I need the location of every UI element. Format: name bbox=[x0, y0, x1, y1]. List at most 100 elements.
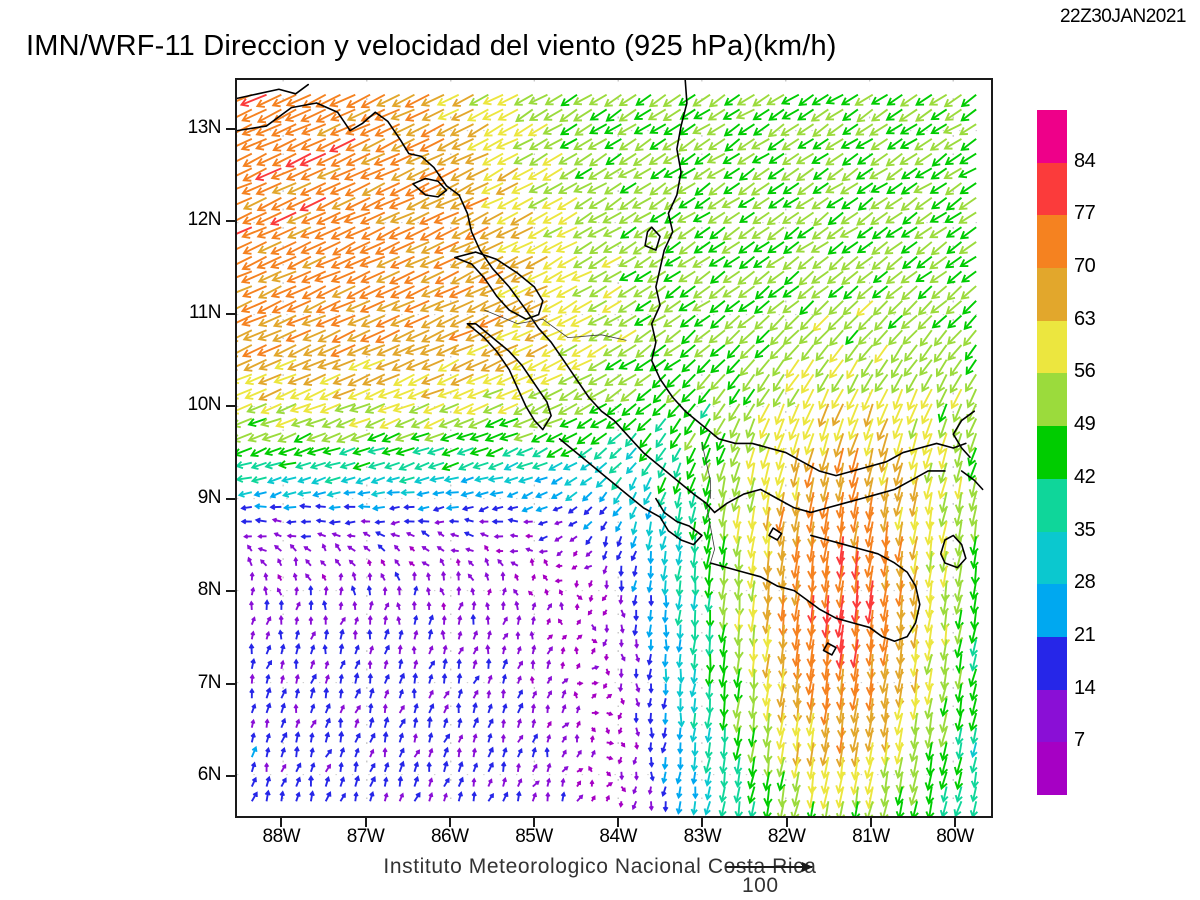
grid-dot bbox=[269, 130, 272, 132]
grid-dot bbox=[565, 498, 567, 500]
grid-dot bbox=[617, 300, 619, 303]
grid-dot bbox=[869, 80, 871, 82]
grid-dot bbox=[869, 779, 871, 781]
grid-dot bbox=[701, 613, 703, 615]
grid-dot bbox=[877, 314, 879, 316]
grid-dot bbox=[785, 172, 787, 174]
grid-dot bbox=[827, 682, 830, 684]
grid-dot bbox=[533, 374, 535, 376]
grid-dot bbox=[450, 742, 452, 744]
grid-dot bbox=[366, 687, 368, 689]
grid-dot bbox=[282, 153, 284, 155]
grid-dot bbox=[533, 245, 535, 247]
grid-dot bbox=[712, 590, 715, 592]
grid-dot bbox=[926, 222, 928, 224]
grid-dot bbox=[366, 429, 368, 431]
grid-dot bbox=[282, 687, 284, 689]
grid-dot bbox=[696, 314, 698, 316]
grid-dot bbox=[282, 227, 284, 229]
grid-dot bbox=[952, 282, 954, 284]
wind-barb bbox=[239, 93, 267, 107]
grid-dot bbox=[282, 576, 284, 579]
grid-dot bbox=[959, 314, 961, 316]
grid-dot bbox=[869, 668, 871, 671]
grid-dot bbox=[785, 411, 787, 413]
grid-dot bbox=[351, 774, 354, 776]
grid-dot bbox=[630, 774, 633, 776]
grid-dot bbox=[617, 650, 619, 652]
grid-dot bbox=[286, 406, 288, 408]
grid-dot bbox=[581, 314, 584, 316]
grid-dot bbox=[565, 590, 567, 592]
grid-dot bbox=[548, 406, 551, 408]
grid-dot bbox=[366, 797, 368, 799]
grid-dot bbox=[696, 682, 698, 684]
grid-dot bbox=[282, 632, 284, 634]
grid-dot bbox=[745, 130, 748, 132]
grid-dot bbox=[286, 498, 288, 500]
wind-barb bbox=[468, 93, 489, 106]
grid-dot bbox=[909, 774, 912, 776]
grid-dot bbox=[926, 406, 928, 408]
grid-dot bbox=[417, 498, 419, 500]
wind-barb bbox=[497, 93, 519, 107]
grid-dot bbox=[729, 406, 731, 408]
grid-dot bbox=[952, 466, 954, 468]
grid-dot bbox=[952, 797, 954, 799]
grid-dot bbox=[617, 392, 619, 395]
grid-dot bbox=[762, 222, 764, 224]
grid-dot bbox=[869, 337, 871, 339]
grid-dot bbox=[942, 682, 945, 684]
grid-dot bbox=[282, 356, 284, 358]
grid-dot bbox=[952, 632, 954, 634]
grid-dot bbox=[450, 314, 452, 316]
grid-dot bbox=[269, 498, 272, 500]
grid-dot bbox=[533, 300, 535, 303]
wind-barb bbox=[420, 93, 445, 107]
grid-dot bbox=[282, 503, 284, 505]
grid-dot bbox=[647, 222, 649, 224]
grid-dot bbox=[282, 558, 284, 560]
grid-dot bbox=[282, 208, 284, 211]
grid-dot bbox=[319, 774, 321, 776]
grid-dot bbox=[269, 682, 272, 684]
grid-dot bbox=[701, 558, 703, 560]
grid-dot bbox=[811, 130, 813, 132]
grid-dot bbox=[952, 135, 954, 137]
grid-dot bbox=[450, 705, 452, 707]
grid-dot bbox=[499, 406, 501, 408]
grid-dot bbox=[952, 245, 954, 247]
grid-dot bbox=[253, 682, 255, 684]
grid-dot bbox=[466, 682, 469, 684]
grid-dot bbox=[745, 406, 748, 408]
grid-dot bbox=[869, 595, 871, 597]
grid-dot bbox=[282, 521, 284, 523]
grid-dot bbox=[533, 687, 535, 689]
wind-barb bbox=[482, 93, 504, 106]
grid-dot bbox=[630, 590, 633, 592]
wind-barb bbox=[360, 93, 386, 109]
grid-dot bbox=[581, 406, 584, 408]
grid-dot bbox=[952, 595, 954, 597]
grid-dot bbox=[827, 498, 830, 500]
grid-dot bbox=[282, 245, 284, 247]
grid-dot bbox=[942, 314, 945, 316]
grid-dot bbox=[952, 576, 954, 579]
grid-dot bbox=[282, 135, 284, 137]
grid-dot bbox=[680, 774, 682, 776]
grid-dot bbox=[598, 314, 600, 316]
grid-dot bbox=[869, 153, 871, 155]
grid-dot bbox=[795, 222, 797, 224]
grid-dot bbox=[785, 153, 787, 155]
grid-dot bbox=[701, 208, 703, 211]
grid-dot bbox=[762, 590, 764, 592]
grid-dot bbox=[533, 650, 535, 652]
grid-dot bbox=[893, 590, 895, 592]
grid-dot bbox=[785, 797, 787, 799]
grid-dot bbox=[893, 498, 895, 500]
grid-dot bbox=[366, 172, 368, 174]
grid-dot bbox=[701, 153, 703, 155]
grid-dot bbox=[282, 595, 284, 597]
grid-dot bbox=[302, 130, 305, 132]
grid-dot bbox=[893, 222, 895, 224]
